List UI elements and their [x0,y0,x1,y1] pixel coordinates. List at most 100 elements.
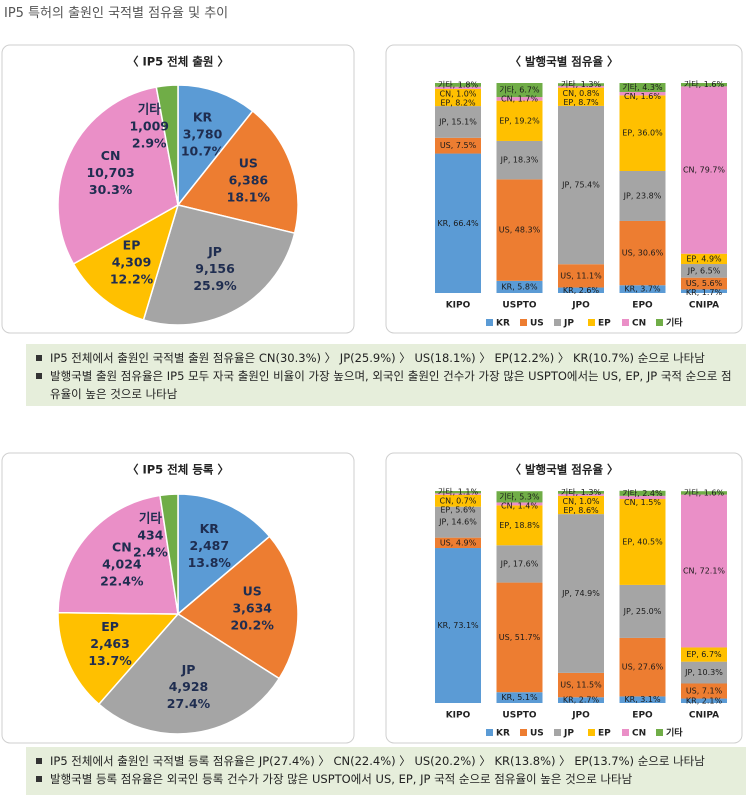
bar-segment [496,100,543,141]
slice-count: 2,463 [90,636,130,651]
bar-segment [435,153,481,293]
bar-segment [681,698,727,703]
legend-swatch [656,319,663,326]
bar-label: 기타, 1.6% [684,80,725,89]
slice-label: 기타 [139,510,163,525]
bar-segment [681,289,727,293]
chart-title: 〈 발행국별 점유율 〉 [509,55,618,69]
bar-label: CN, 1.7% [501,95,538,104]
bar-segment [558,697,604,703]
bar-segment [435,491,481,494]
slice-label: KR [200,521,220,536]
legend-label: CN [632,729,646,739]
bar-label: JP, 18.3% [500,156,539,165]
slice-label: CN [112,540,132,555]
slice-label: KR [193,109,213,124]
bar-segment [619,95,666,171]
bar-label: US, 51.7% [499,633,541,642]
slice-label: JP [207,244,222,259]
bar-segment [558,287,604,293]
slice-count: 3,780 [183,126,223,141]
chart-title: 〈 발행국별 점유율 〉 [509,463,618,477]
slice-percent: 2.9% [132,135,167,150]
bar-segment [681,491,727,495]
legend-label: KR [496,319,510,329]
legend-swatch [554,729,561,736]
bar-segment [681,264,727,278]
bar-segment [681,253,727,265]
bar-segment [435,88,481,107]
bar-label: 기타, 1.8% [438,80,479,89]
bar-segment [558,87,604,106]
bar-segment [558,105,604,265]
x-tick-label: KIPO [446,301,471,311]
bar-label: EP, 19.2% [499,116,540,125]
slice-percent: 27.4% [167,696,211,711]
bar-segment [435,106,481,138]
bar-label: CN, 1.5% [624,498,661,507]
bar-label: KR, 2.7% [563,696,600,705]
x-tick-label: USPTO [502,711,537,721]
pie-slice [72,203,180,321]
bar-segment [558,493,604,496]
bar-segment [435,83,481,87]
x-tick-label: KIPO [446,711,471,721]
bar-label: JP, 10.3% [684,668,723,677]
slice-percent: 13.8% [188,555,232,570]
pie-slice [176,110,299,235]
note-box: IP5 전체에서 출원인 국적별 등록 점유율은 JP(27.4%) 〉 CN(… [26,747,746,795]
slice-label: US [239,155,258,170]
slice-count: 4,928 [169,679,209,694]
bar-label: JP, 17.6% [500,559,539,568]
bar-segment [619,285,666,293]
bar-label: KR, 5.1% [501,693,538,702]
slice-label: EP [123,238,141,253]
bar-label: US, 30.6% [622,249,664,258]
bar-segment [619,83,666,93]
bar-label: CN, 0.8% [563,89,600,98]
bar-segment [435,548,481,703]
bar-segment [558,495,604,515]
bar-label: CN, 1.0% [440,89,477,98]
slice-count: 3,634 [232,600,272,615]
slice-count: 1,009 [129,118,169,133]
bar-label: US, 4.9% [440,538,477,547]
page-title: IP5 특허의 출원인 국적별 점유율 및 추이 [4,6,229,21]
legend-label: KR [496,729,510,739]
x-tick-label: JPO [571,301,590,311]
bar-segment [435,493,481,495]
legend-swatch [588,729,595,736]
slice-label: US [243,583,262,598]
bar-label: US, 7.5% [440,141,477,150]
bar-segment [558,514,604,673]
bar-segment [681,683,727,699]
note-item: 발행국별 출원 점유율은 IP5 모두 자국 출원인 비율이 가장 높으며, 외… [36,367,738,403]
legend-label: EP [598,729,611,739]
bar-label: US, 27.6% [622,663,664,672]
bar-label: 기타, 1.3% [561,488,602,497]
pie-slice [159,493,179,615]
pie-slice [177,493,271,616]
legend-swatch [486,319,493,326]
bar-label: US, 11.5% [560,681,602,690]
bar-segment [496,97,543,101]
bar-label: EP, 8.6% [563,506,599,515]
bar-segment [496,692,543,703]
pie-slice [57,86,179,265]
x-tick-label: CNIPA [689,301,719,311]
bar-segment [681,277,727,290]
legend-label: CN [632,319,646,329]
slice-percent: 12.2% [110,272,154,287]
bar-segment [558,85,604,88]
bar-segment [681,494,727,648]
bar-segment [496,140,543,180]
bar-segment [496,545,543,583]
bar-label: 기타, 6.7% [499,86,540,95]
bar-segment [435,137,481,154]
bar-segment [619,696,666,703]
slice-count: 4,309 [112,255,152,270]
bar-segment [435,506,481,538]
bar-label: KR, 66.4% [437,219,479,228]
